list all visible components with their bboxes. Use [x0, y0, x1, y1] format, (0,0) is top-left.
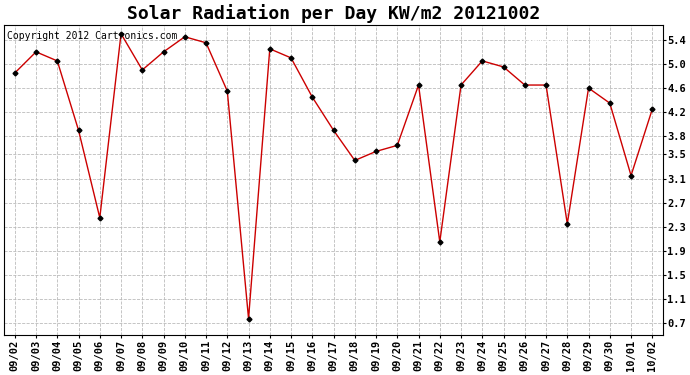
Text: Copyright 2012 Cartronics.com: Copyright 2012 Cartronics.com [8, 31, 178, 41]
Title: Solar Radiation per Day KW/m2 20121002: Solar Radiation per Day KW/m2 20121002 [127, 4, 540, 23]
